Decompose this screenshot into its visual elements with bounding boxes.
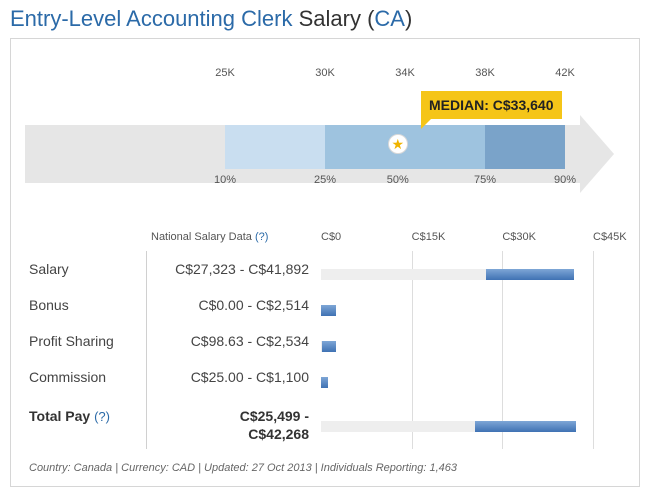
paren-open: ( bbox=[367, 6, 375, 31]
axis-tick-label: C$30K bbox=[502, 231, 536, 243]
percentile-band bbox=[485, 125, 565, 169]
range-min: C$25,499 - bbox=[239, 408, 309, 424]
row-range-value: C$25.00 - C$1,100 bbox=[190, 369, 309, 385]
range-max: C$42,268 bbox=[248, 426, 309, 442]
row-label: Bonus bbox=[29, 297, 69, 313]
axis-tick-label: C$15K bbox=[411, 231, 446, 243]
row-help-link[interactable]: (?) bbox=[94, 409, 110, 424]
percentile-tick-label: 10% bbox=[213, 174, 237, 186]
column-divider bbox=[146, 251, 147, 449]
median-label: MEDIAN: C$33,640 bbox=[421, 91, 562, 119]
range-track bbox=[321, 421, 476, 432]
range-bar bbox=[321, 341, 337, 352]
range-bar bbox=[321, 377, 328, 388]
row-label-text: Bonus bbox=[29, 297, 69, 313]
row-range-value: C$0.00 - C$2,514 bbox=[198, 297, 309, 313]
header-help-link[interactable]: (?) bbox=[254, 231, 269, 243]
row-label-text: Salary bbox=[29, 261, 69, 277]
arrow-head-icon bbox=[580, 115, 614, 193]
percentile-tick-label: 25% bbox=[313, 174, 337, 186]
range-bar bbox=[321, 305, 337, 316]
range-bar bbox=[486, 269, 575, 280]
percentile-top-tick: 25K bbox=[215, 67, 235, 79]
row-label: Salary bbox=[29, 261, 69, 277]
region-link[interactable]: CA bbox=[374, 6, 405, 31]
footer-info: Country: Canada | Currency: CAD | Update… bbox=[29, 462, 458, 474]
table-header: National Salary Data (?) bbox=[151, 231, 268, 243]
row-range-value: C$27,323 - C$41,892 bbox=[175, 261, 309, 277]
table-header-label: National Salary Data bbox=[151, 231, 252, 243]
range-track bbox=[321, 269, 487, 280]
range-bar bbox=[475, 421, 577, 432]
median-pointer bbox=[421, 119, 431, 129]
percentile-tick-label: 75% bbox=[473, 174, 497, 186]
job-title: Entry-Level Accounting Clerk bbox=[10, 6, 293, 31]
gridline bbox=[411, 251, 413, 449]
salary-word: Salary bbox=[298, 6, 361, 31]
row-label: Profit Sharing bbox=[29, 333, 114, 349]
range-track bbox=[321, 341, 322, 352]
axis-tick-label: C$0 bbox=[321, 231, 342, 243]
percentile-top-tick: 30K bbox=[315, 67, 335, 79]
percentile-tick-label: 50% bbox=[386, 174, 409, 186]
page-title: Entry-Level Accounting Clerk Salary (CA) bbox=[10, 6, 412, 32]
row-label: Commission bbox=[29, 369, 106, 385]
percentile-band bbox=[225, 125, 325, 169]
percentile-top-tick: 34K bbox=[395, 67, 415, 79]
row-label-text: Total Pay bbox=[29, 408, 91, 424]
gridline bbox=[502, 251, 504, 449]
row-range-value: C$98.63 - C$2,534 bbox=[190, 333, 309, 349]
row-range-value: C$25,499 - C$42,268 bbox=[151, 407, 309, 443]
axis-tick-label: C$45K bbox=[593, 231, 627, 243]
row-label-text: Profit Sharing bbox=[29, 333, 114, 349]
salary-panel: 25K 30K 34K 38K 42K 10% 25% 50% 75% 90% MEDIAN: … bbox=[10, 38, 640, 487]
gridline bbox=[593, 251, 594, 449]
percentile-tick-label: 90% bbox=[553, 174, 577, 186]
row-label-text: Commission bbox=[29, 369, 107, 385]
row-label: Total Pay (?) bbox=[29, 408, 110, 424]
percentile-top-tick: 42K bbox=[555, 67, 575, 79]
percentile-top-tick: 38K bbox=[475, 67, 495, 79]
paren-close: ) bbox=[404, 6, 413, 31]
star-icon: ★ bbox=[387, 134, 408, 154]
